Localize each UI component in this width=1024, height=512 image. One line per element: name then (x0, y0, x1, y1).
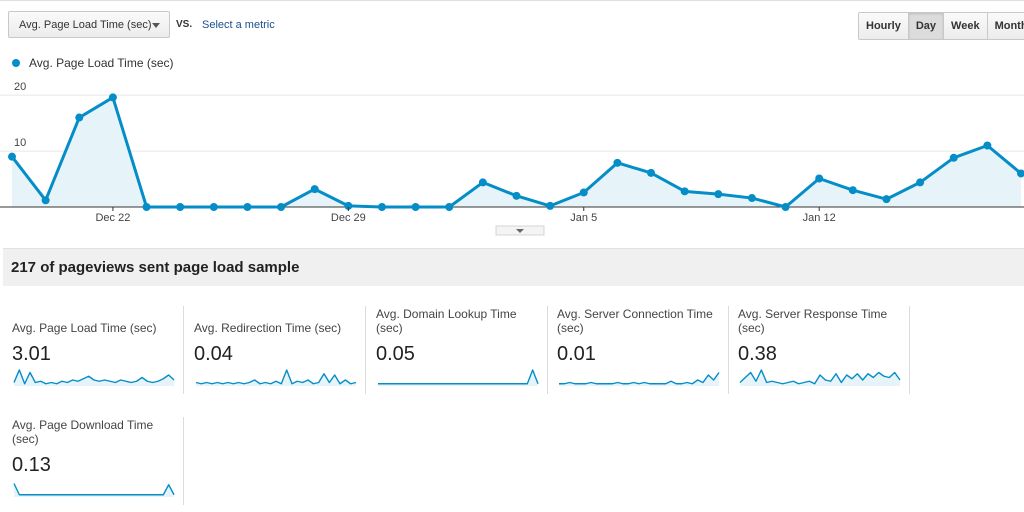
metric-value: 3.01 (12, 343, 51, 365)
chevron-down-icon (516, 229, 524, 233)
data-point (714, 190, 723, 199)
data-point (1017, 169, 1024, 178)
data-point (680, 187, 689, 196)
metric-select-value: Avg. Page Load Time (sec) (19, 18, 152, 31)
data-point (310, 185, 319, 194)
data-point (445, 203, 454, 211)
period-week-button[interactable]: Week (944, 13, 988, 39)
data-point (411, 203, 420, 211)
data-point (546, 201, 555, 210)
metric-sparkline (739, 369, 901, 386)
data-point (613, 158, 622, 167)
metric-label: Avg. Page Download Time (sec) (12, 418, 154, 446)
period-selector: Hourly Day Week Month (858, 12, 1024, 40)
area-fill (12, 97, 1021, 207)
metric-tile-server-response[interactable]: Avg. Server Response Time (sec) 0.38 (738, 306, 910, 394)
top-border (0, 0, 1024, 1)
period-day-button[interactable]: Day (908, 13, 945, 39)
metric-label: Avg. Domain Lookup Time (sec) (376, 307, 517, 335)
metric-value: 0.13 (12, 454, 51, 476)
main-chart: 20 10 Dec 22 Dec 29 Jan 5 Jan 12 (0, 81, 1024, 236)
metric-value: 0.01 (557, 343, 596, 365)
data-point (8, 152, 16, 161)
sparkline-line (195, 369, 357, 385)
metric-label: Avg. Redirection Time (sec) (194, 321, 342, 335)
data-point (176, 203, 185, 211)
data-point (377, 203, 386, 211)
metric-select[interactable]: Avg. Page Load Time (sec) (8, 11, 170, 38)
sample-bar: 217 of pageviews sent page load sample (3, 248, 1024, 286)
metric-sparkline (559, 372, 720, 386)
data-point (478, 178, 487, 187)
sparkline-line (13, 369, 175, 385)
y-tick-label: 20 (14, 81, 26, 93)
sparkline-fill (14, 370, 174, 386)
metric-label: Avg. Server Response Time (sec) (738, 307, 888, 335)
data-point (243, 203, 252, 211)
metric-value: 0.05 (376, 343, 415, 365)
sparkline-fill (559, 372, 719, 386)
data-point (949, 153, 958, 162)
sparkline-fill (14, 483, 174, 497)
sparkline-line (13, 483, 175, 496)
data-point (75, 113, 84, 122)
metric-tile-redirection[interactable]: Avg. Redirection Time (sec) 0.04 (194, 306, 366, 394)
metric-sparkline (195, 369, 357, 386)
metric-label: Avg. Page Load Time (sec) (12, 321, 157, 335)
metric-tile-page-download[interactable]: Avg. Page Download Time (sec) 0.13 (12, 417, 184, 505)
select-metric-link[interactable]: Select a metric (202, 19, 275, 31)
metric-sparkline (13, 369, 175, 386)
data-point (647, 168, 656, 177)
x-tick-label: Jan 12 (803, 212, 836, 224)
metric-label: Avg. Server Connection Time (sec) (557, 307, 713, 335)
metric-value: 0.38 (738, 343, 777, 365)
legend-label: Avg. Page Load Time (sec) (29, 56, 174, 70)
sparkline-line (559, 372, 720, 385)
sparkline-fill (740, 370, 900, 386)
caret-down-icon (152, 23, 160, 28)
data-point (108, 93, 117, 102)
data-point (781, 203, 790, 211)
metric-sparkline (378, 369, 539, 386)
metric-sparkline (13, 483, 175, 497)
x-tick-label: Dec 22 (95, 212, 130, 224)
metric-tile-page-load[interactable]: Avg. Page Load Time (sec) 3.01 (12, 306, 184, 394)
x-tick-label: Jan 5 (570, 212, 597, 224)
y-tick-label: 10 (14, 137, 26, 149)
data-point (815, 174, 824, 183)
chart-legend: Avg. Page Load Time (sec) (12, 56, 174, 70)
metric-tile-server-connection[interactable]: Avg. Server Connection Time (sec) 0.01 (557, 306, 729, 394)
data-point (848, 186, 857, 195)
sparkline-line (739, 369, 901, 385)
metric-value: 0.04 (194, 343, 233, 365)
data-point (747, 194, 756, 203)
data-point (916, 178, 925, 187)
data-point (142, 203, 151, 211)
data-point (277, 203, 286, 211)
data-point (512, 191, 521, 200)
data-point (983, 141, 992, 150)
x-tick-label: Dec 29 (331, 212, 366, 224)
sparkline-line (378, 369, 539, 385)
period-hourly-button[interactable]: Hourly (859, 13, 909, 39)
vs-label: VS. (176, 19, 193, 30)
legend-dot-icon (12, 59, 20, 67)
series-line (10, 95, 1022, 209)
data-point (579, 188, 588, 197)
data-point (344, 201, 353, 210)
data-point (41, 196, 50, 205)
metric-tile-domain-lookup[interactable]: Avg. Domain Lookup Time (sec) 0.05 (376, 306, 548, 394)
data-point (882, 195, 891, 204)
period-month-button[interactable]: Month (987, 13, 1024, 39)
sample-title: 217 of pageviews sent page load sample (11, 259, 300, 276)
data-point (209, 203, 218, 211)
